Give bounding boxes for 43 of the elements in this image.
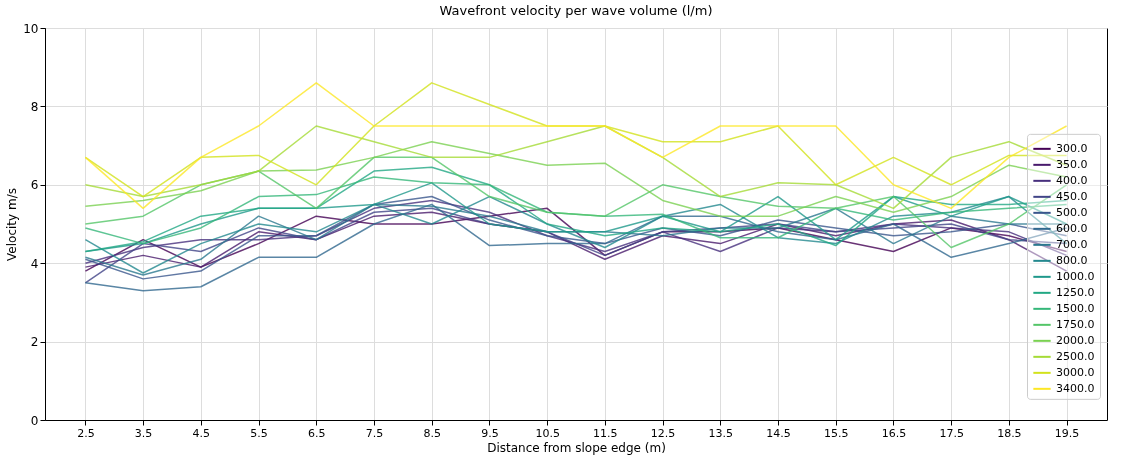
y-tick-label: 4 <box>30 256 39 271</box>
y-tick-label: 8 <box>30 99 39 114</box>
x-tick-label: 16.5 <box>881 426 907 440</box>
y-tick-label: 6 <box>30 178 39 193</box>
x-tick-label: 9.5 <box>481 426 499 440</box>
legend-label: 3000.0 <box>1056 365 1095 379</box>
x-tick-label: 6.5 <box>308 426 326 440</box>
legend-label: 800.0 <box>1056 253 1088 267</box>
legend-label: 350.0 <box>1056 157 1088 171</box>
y-tick-label: 2 <box>30 335 39 350</box>
x-tick-label: 14.5 <box>766 426 791 440</box>
legend-label: 500.0 <box>1056 205 1088 219</box>
y-tick-label: 0 <box>30 413 39 428</box>
x-tick-label: 2.5 <box>77 426 95 440</box>
legend-label: 2000.0 <box>1056 333 1095 347</box>
legend-label: 3400.0 <box>1056 381 1095 395</box>
x-tick-label: 11.5 <box>593 426 618 440</box>
legend-label: 2500.0 <box>1056 349 1095 363</box>
legend-label: 700.0 <box>1056 237 1088 251</box>
x-tick-label: 5.5 <box>250 426 268 440</box>
y-axis-title: Velocity m/s <box>5 188 20 261</box>
legend-label: 1250.0 <box>1056 285 1095 299</box>
legend-label: 1750.0 <box>1056 317 1095 331</box>
x-tick-label: 13.5 <box>708 426 734 440</box>
x-tick-label: 12.5 <box>650 426 676 440</box>
x-tick-label: 8.5 <box>423 426 441 440</box>
x-axis-title: Distance from slope edge (m) <box>487 440 666 455</box>
x-tick-label: 4.5 <box>192 426 211 440</box>
legend-label: 1000.0 <box>1056 269 1095 283</box>
legend-label: 400.0 <box>1056 173 1088 187</box>
x-tick-label: 15.5 <box>823 426 849 440</box>
legend-label: 600.0 <box>1056 221 1088 235</box>
chart-title: Wavefront velocity per wave volume (l/m) <box>439 3 713 18</box>
x-tick-label: 3.5 <box>134 426 153 440</box>
x-tick-label: 7.5 <box>365 426 384 440</box>
x-tick-label: 19.5 <box>1054 426 1080 440</box>
x-tick-label: 18.5 <box>997 426 1022 440</box>
y-tick-label: 10 <box>23 21 39 36</box>
legend-label: 300.0 <box>1056 141 1088 155</box>
legend-label: 450.0 <box>1056 189 1088 203</box>
x-tick-label: 17.5 <box>939 426 964 440</box>
x-tick-label: 10.5 <box>535 426 560 440</box>
legend-label: 1500.0 <box>1056 301 1095 315</box>
